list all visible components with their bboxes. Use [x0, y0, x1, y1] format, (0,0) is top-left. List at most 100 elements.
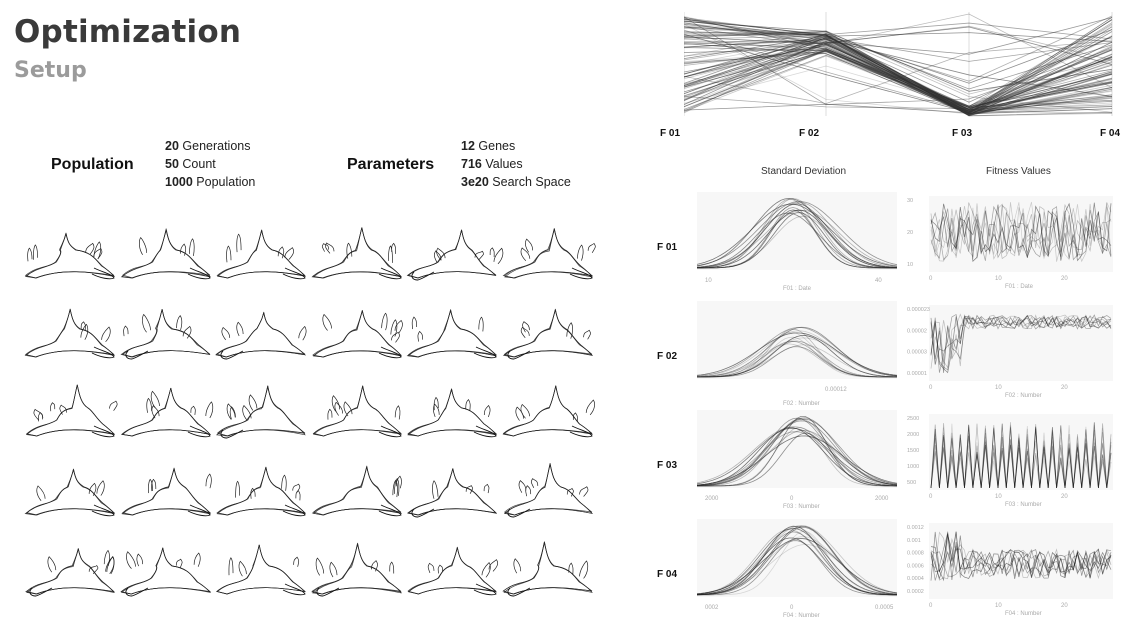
shape-branch: [582, 329, 591, 340]
shape-branch: [481, 562, 491, 578]
shape-outline: [312, 385, 401, 437]
sd-tick-label: 2000: [875, 496, 889, 502]
shape-branch: [59, 404, 67, 415]
std-dev-panel: 10 40 F01 : Date: [696, 192, 898, 292]
shape-branch: [147, 478, 153, 494]
fitness-line: [930, 531, 1112, 580]
pc-line: [683, 29, 1113, 114]
gaussian-curve: [696, 540, 897, 596]
gaussian-curve: [696, 427, 898, 487]
population-shape: [22, 380, 118, 458]
shape-branch: [292, 483, 301, 493]
fitness-line: [930, 202, 1112, 260]
shape-detail: [91, 504, 115, 517]
page-title: Optimization: [14, 14, 242, 50]
pc-line: [683, 30, 1113, 114]
population-shape: [500, 538, 596, 616]
population-shape: [404, 459, 500, 537]
panel-background: [929, 305, 1113, 381]
fitness-axis-label: F03 : Number: [1005, 502, 1042, 508]
shape-outline: [407, 229, 497, 279]
shape-detail: [282, 583, 306, 596]
shape-branch: [33, 244, 38, 260]
shape-branch: [327, 408, 332, 420]
fitness-line: [930, 316, 1112, 373]
shape-branch: [489, 247, 495, 257]
fitness-x-tick: 20: [1061, 603, 1068, 609]
gaussian-curve: [696, 197, 898, 268]
shape-branch: [221, 326, 231, 341]
pc-line: [683, 30, 1113, 117]
pc-line: [683, 38, 1113, 114]
shape-branch: [315, 557, 324, 576]
pc-line: [683, 42, 1113, 115]
population-shape: [500, 459, 596, 537]
pc-line: [683, 19, 1113, 112]
shape-branch: [370, 560, 378, 572]
shape-branch: [437, 564, 443, 574]
population-stat: 20 Generations: [165, 139, 251, 153]
shape-branch: [182, 325, 191, 339]
shape-branch: [226, 245, 232, 263]
population-shape: [118, 380, 214, 458]
shape-outline: [407, 229, 497, 279]
fitness-line: [930, 314, 1112, 374]
population-shape: [213, 380, 309, 458]
shape-detail: [29, 587, 53, 597]
pc-line: [683, 44, 1113, 108]
shape-branch: [394, 405, 400, 420]
population-shape: [213, 459, 309, 537]
parallel-coordinates-plot: [683, 12, 1113, 117]
shape-branch: [150, 390, 160, 409]
shape-branch: [151, 405, 159, 419]
population-shape: [22, 459, 118, 537]
sd-tick-label: 2000: [705, 496, 719, 502]
gaussian-curve: [697, 530, 898, 596]
shape-branch: [250, 487, 256, 499]
shape-detail: [220, 350, 244, 360]
fitness-y-tick: 2500: [907, 416, 919, 422]
shape-branch: [587, 242, 596, 253]
shape-branch: [393, 477, 399, 496]
shape-branch: [80, 321, 86, 331]
shape-branch: [380, 312, 388, 331]
shape-detail: [569, 425, 593, 438]
population-shape: [213, 538, 309, 616]
shape-branch: [530, 478, 538, 488]
page-subtitle: Setup: [14, 58, 87, 83]
pc-line: [683, 26, 1113, 84]
fitness-x-tick: 20: [1061, 385, 1068, 391]
shape-outline: [501, 541, 592, 595]
shape-branch: [88, 565, 99, 574]
shape-branch: [520, 247, 530, 262]
pc-line: [683, 36, 1113, 115]
shape-branch: [150, 478, 156, 492]
fitness-line: [930, 211, 1112, 261]
fitness-y-tick: 0.0002: [907, 589, 924, 595]
shape-branch: [38, 412, 43, 422]
column-title-standard-deviation: Standard Deviation: [761, 166, 847, 177]
shape-branch: [190, 405, 196, 415]
fitness-axis-label: F01 : Date: [1005, 284, 1034, 290]
shape-outline: [216, 230, 306, 279]
pc-line: [683, 49, 1113, 113]
std-dev-panel: 2000 0 2000 F03 : Number: [696, 410, 898, 510]
sd-tick-label: 0.00012: [825, 387, 847, 393]
shape-branch: [321, 243, 329, 252]
fitness-y-tick: 0.0004: [907, 576, 924, 582]
shape-branch: [387, 245, 393, 263]
shape-outline: [25, 548, 116, 595]
pc-line: [683, 19, 1113, 113]
shape-detail: [220, 429, 244, 439]
row-label: F 01: [657, 242, 678, 253]
shape-branch: [432, 403, 440, 418]
shape-branch: [483, 404, 491, 418]
population-shape: [500, 301, 596, 379]
shape-branch: [394, 319, 403, 333]
shape-branch: [488, 559, 499, 572]
fitness-y-tick: 30: [907, 198, 913, 204]
shape-branch: [179, 243, 186, 256]
pc-line: [683, 31, 1113, 114]
gaussian-curve: [697, 416, 898, 487]
gaussian-curve: [697, 344, 898, 378]
